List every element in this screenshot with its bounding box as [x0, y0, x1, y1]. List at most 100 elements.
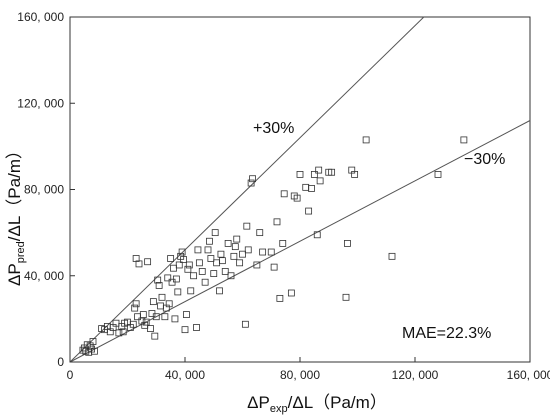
data-point	[239, 250, 246, 258]
data-point	[198, 268, 206, 275]
data-point	[362, 136, 370, 144]
data-point	[194, 246, 202, 254]
data-point	[305, 207, 313, 215]
data-point	[147, 325, 154, 332]
minus-30-percent-label: −30%	[464, 151, 505, 168]
data-point	[144, 258, 152, 266]
data-point	[270, 263, 278, 271]
data-point	[132, 300, 140, 308]
data-point	[139, 311, 147, 318]
data-point	[241, 320, 249, 328]
x-tick-label: 80, 000	[280, 368, 320, 382]
data-point	[434, 171, 442, 178]
data-point	[211, 229, 219, 237]
y-axis-title-subscript: pred	[15, 241, 27, 263]
data-point	[193, 324, 200, 331]
data-point	[276, 294, 284, 302]
data-point	[253, 261, 261, 269]
plus-30-percent-label: +30%	[253, 120, 294, 137]
data-point	[308, 185, 315, 192]
data-point	[249, 175, 256, 183]
y-axis-title-main: ΔP	[5, 263, 24, 286]
data-point	[174, 288, 182, 296]
data-point	[231, 243, 239, 251]
data-point	[267, 248, 275, 256]
x-tick-label: 40, 000	[165, 368, 205, 382]
data-point	[164, 274, 172, 282]
data-point	[131, 304, 139, 312]
data-point	[221, 268, 229, 275]
x-axis: 0 40, 000 80, 000 120, 000 160, 000	[67, 357, 550, 382]
data-point	[302, 183, 310, 191]
data-point	[183, 311, 190, 318]
data-point	[244, 246, 252, 254]
data-point	[206, 237, 213, 245]
data-point	[201, 278, 209, 286]
data-point	[233, 235, 241, 243]
data-point	[351, 171, 359, 178]
data-point	[155, 282, 163, 289]
y-axis: 0 40, 000 80, 000 120, 000 160, 000	[17, 10, 75, 369]
reference-line-1	[69, 120, 531, 363]
data-point	[152, 313, 160, 321]
data-point	[279, 240, 287, 247]
data-point	[310, 171, 318, 178]
data-point	[129, 320, 137, 328]
data-point	[227, 272, 235, 280]
x-axis-title: ΔPexp/ΔL（Pa/m）	[247, 393, 387, 415]
data-points	[79, 136, 468, 356]
data-point	[167, 255, 175, 262]
data-point	[91, 347, 98, 355]
data-point	[178, 248, 186, 256]
data-point	[142, 318, 150, 326]
y-tick-label: 160, 000	[17, 10, 64, 24]
data-point	[315, 166, 323, 174]
data-point	[230, 252, 238, 260]
data-point	[135, 260, 143, 268]
data-point	[293, 194, 301, 202]
data-point	[344, 240, 351, 247]
data-point	[170, 264, 177, 272]
data-point	[224, 240, 232, 247]
data-point	[195, 259, 203, 267]
data-point	[213, 259, 221, 267]
y-tick-label: 80, 000	[24, 183, 64, 197]
x-axis-title-main: ΔP	[247, 393, 270, 412]
data-point	[180, 256, 187, 263]
data-point	[119, 328, 127, 336]
x-tick-label: 0	[67, 368, 74, 382]
x-axis-title-subscript: exp	[270, 403, 288, 415]
data-point	[154, 276, 162, 284]
data-point	[158, 293, 166, 301]
data-point	[149, 298, 157, 306]
data-point	[313, 231, 321, 239]
reference-line-0	[69, 16, 425, 363]
x-tick-label: 120, 000	[392, 368, 439, 382]
data-point	[185, 261, 193, 269]
x-axis-title-rest: /ΔL（Pa/m）	[288, 393, 387, 412]
data-point	[165, 300, 173, 308]
data-point	[187, 287, 195, 295]
data-point	[247, 179, 255, 187]
x-tick-label: 160, 000	[507, 368, 550, 382]
data-point	[210, 270, 218, 277]
y-tick-label: 40, 000	[24, 269, 64, 283]
data-point	[316, 177, 324, 185]
data-point	[218, 257, 226, 265]
plot-frame	[69, 16, 531, 363]
data-point	[181, 326, 189, 334]
y-tick-label: 0	[57, 355, 64, 369]
data-point	[280, 190, 288, 198]
data-point	[342, 293, 350, 301]
data-point	[259, 248, 267, 256]
y-axis-title-rest: /ΔL（Pa/m）	[5, 142, 24, 241]
data-point	[296, 171, 304, 178]
data-point	[171, 315, 179, 323]
mae-annotation: MAE=22.3%	[402, 325, 491, 342]
data-point	[115, 329, 123, 337]
data-point	[151, 332, 159, 340]
data-point	[460, 136, 468, 144]
data-point	[204, 246, 212, 254]
data-point	[157, 302, 164, 310]
